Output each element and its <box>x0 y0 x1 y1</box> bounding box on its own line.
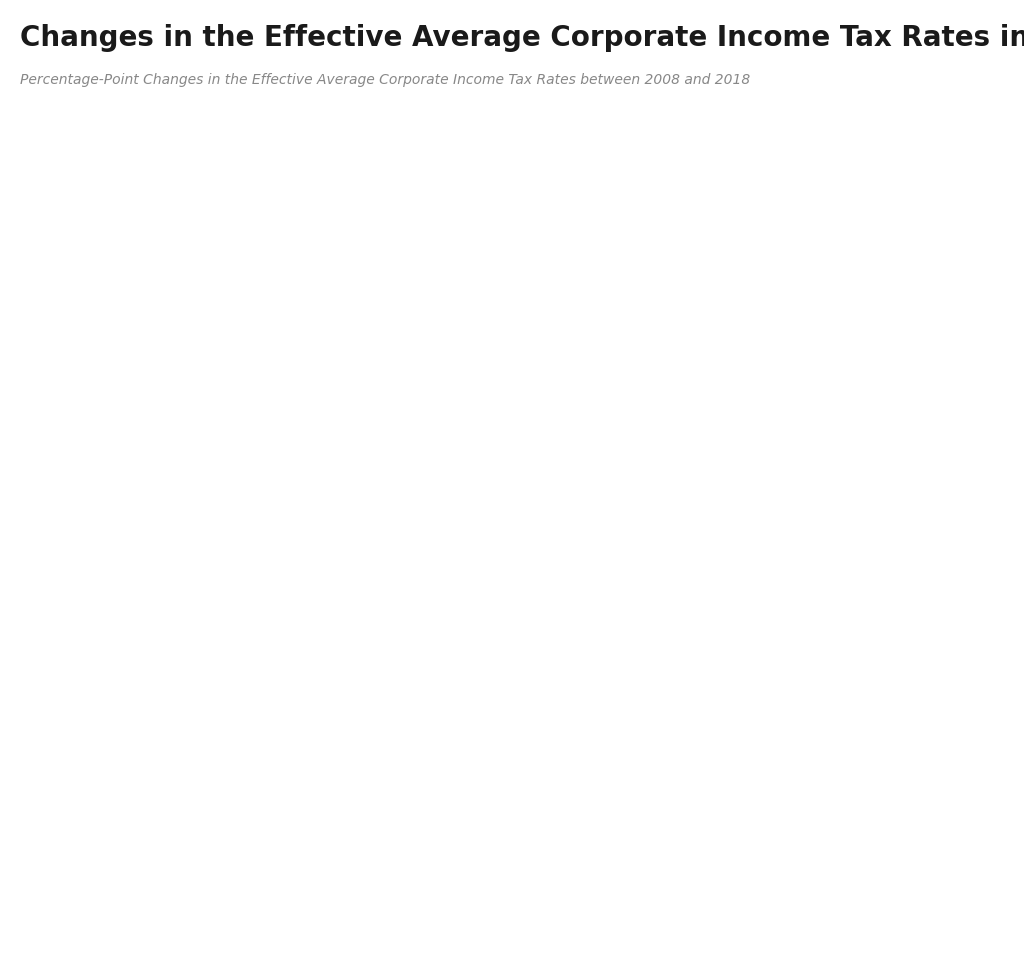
Text: TAX FOUNDATION: TAX FOUNDATION <box>10 941 204 959</box>
Text: @TaxFoundation: @TaxFoundation <box>878 941 1014 959</box>
Text: Percentage-Point Changes in the Effective Average Corporate Income Tax Rates bet: Percentage-Point Changes in the Effectiv… <box>20 73 751 87</box>
Text: Changes in the Effective Average Corporate Income Tax Rates in Europe: Changes in the Effective Average Corpora… <box>20 24 1024 53</box>
